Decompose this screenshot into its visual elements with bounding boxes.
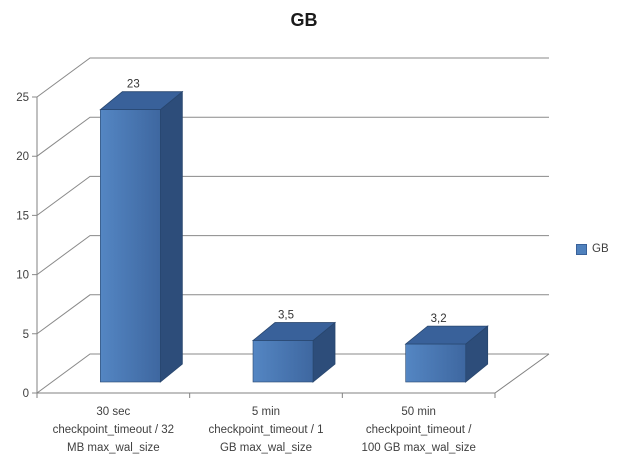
- y-gridline: [32, 57, 549, 98]
- data-label: 3,2: [431, 313, 447, 325]
- bar-front-face: [100, 109, 161, 383]
- bar: 3,5: [251, 310, 337, 383]
- y-gridline: [32, 294, 549, 335]
- y-axis-tick-label: 10: [16, 270, 29, 282]
- data-label: 23: [127, 79, 140, 91]
- chart-title: GB: [290, 10, 318, 30]
- data-label: 3,5: [278, 310, 294, 322]
- bar-front-face: [405, 343, 466, 383]
- y-axis-tick-label: 15: [16, 210, 29, 222]
- bar-side-face: [159, 90, 183, 383]
- y-gridline: [32, 175, 549, 216]
- legend-label: GB: [592, 243, 609, 255]
- legend-swatch: [576, 243, 587, 255]
- y-axis-tick-label: 0: [23, 388, 29, 400]
- y-gridline: [32, 235, 549, 276]
- y-axis-tick-label: 25: [16, 92, 29, 104]
- bar-front-face: [252, 340, 314, 383]
- y-axis-tick-label: 20: [16, 151, 29, 163]
- bar: 23: [99, 79, 184, 383]
- y-gridline: [32, 116, 549, 157]
- legend: GB: [576, 243, 609, 255]
- bar: 3,2: [404, 313, 489, 383]
- y-axis-tick-label: 5: [23, 329, 29, 341]
